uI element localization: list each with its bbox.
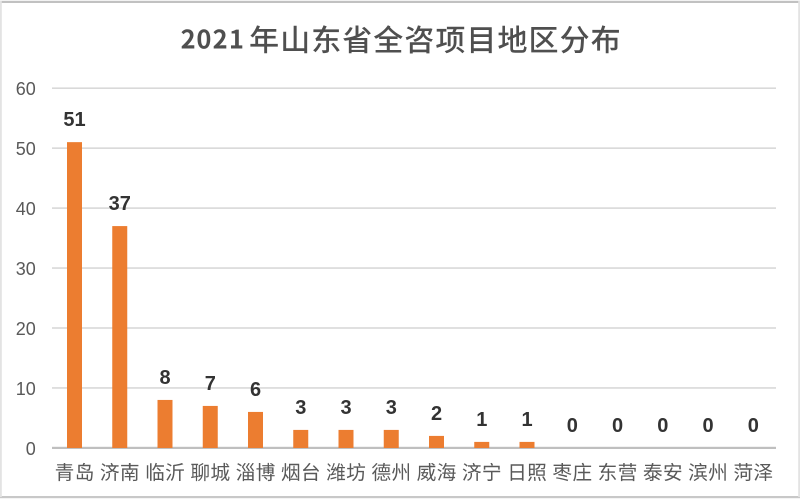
svg-text:6: 6 [250,379,261,401]
svg-text:37: 37 [109,193,131,215]
svg-text:10: 10 [16,379,36,399]
svg-text:0: 0 [567,415,578,437]
svg-text:0: 0 [657,415,668,437]
svg-text:1: 1 [521,409,532,431]
svg-text:0: 0 [612,415,623,437]
svg-text:51: 51 [63,109,85,131]
svg-text:3: 3 [386,397,397,419]
svg-text:3: 3 [340,397,351,419]
svg-text:0: 0 [748,415,759,437]
svg-text:1: 1 [476,409,487,431]
svg-text:8: 8 [159,367,170,389]
svg-text:0: 0 [26,439,36,459]
svg-text:7: 7 [205,373,216,395]
svg-text:0: 0 [702,415,713,437]
svg-text:30: 30 [16,259,36,279]
svg-text:60: 60 [16,79,36,99]
svg-text:50: 50 [16,139,36,159]
svg-text:2: 2 [431,403,442,425]
svg-text:3: 3 [295,397,306,419]
svg-text:40: 40 [16,199,36,219]
svg-text:20: 20 [16,319,36,339]
